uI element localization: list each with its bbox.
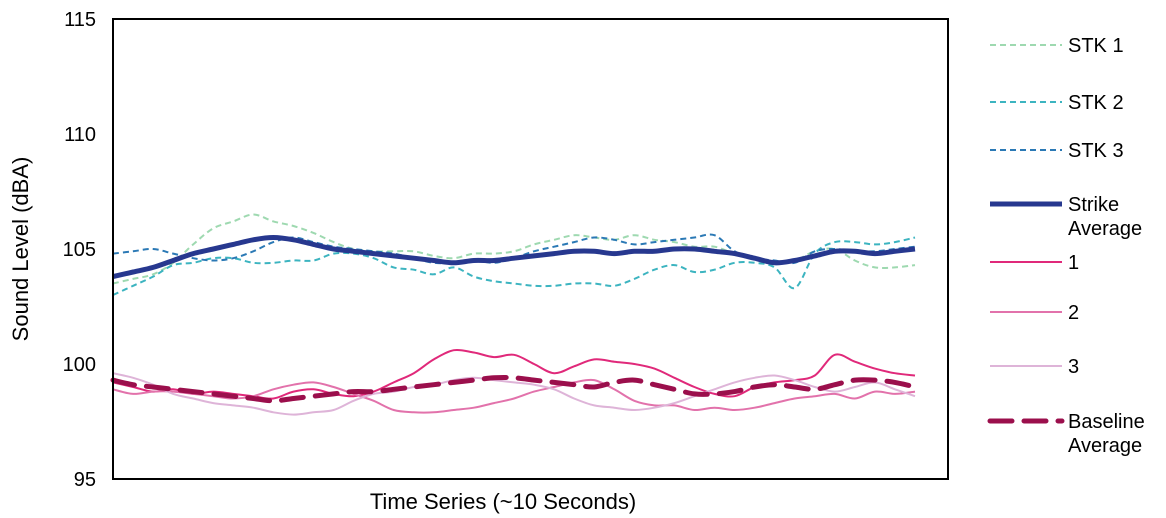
legend-label: 3 [1068,356,1079,378]
plot-area-frame [112,18,949,480]
legend-entry-2: 2 [990,302,1079,324]
legend-label: Average [1068,435,1142,457]
legend-label: STK 3 [1068,140,1124,162]
legend-label: 1 [1068,252,1079,274]
series-line-baseline-average [110,375,918,404]
y-axis-title: Sound Level (dBA) [8,157,33,342]
x-axis-title: Time Series (~10 Seconds) [370,489,636,514]
series-line-stk-2 [112,236,916,296]
series-line-stk-1 [112,213,916,285]
series-line-strike-average [112,235,916,280]
series-line-3 [112,372,916,416]
legend-entry-3: 3 [990,356,1079,378]
series-layer [110,213,918,416]
y-tick-label: 110 [64,124,96,146]
legend-label: STK 2 [1068,92,1124,114]
legend-label: Baseline [1068,411,1145,433]
y-tick-label: 100 [63,354,96,376]
y-tick-label: 115 [64,9,96,31]
legend-label: Average [1068,218,1142,240]
legend-label: STK 1 [1068,35,1124,57]
series-line-1 [112,348,916,400]
legend-entry-stk-2: STK 2 [990,92,1124,114]
legend-entry-1: 1 [990,252,1079,274]
legend-entry-stk-1: STK 1 [990,35,1124,57]
legend-label: 2 [1068,302,1079,324]
y-axis-ticks: 95 100 105 110 115 [63,9,96,491]
y-tick-label: 105 [63,239,96,261]
legend-label: Strike [1068,194,1119,216]
y-tick-label: 95 [74,469,96,491]
legend-entry-stk-3: STK 3 [990,140,1124,162]
